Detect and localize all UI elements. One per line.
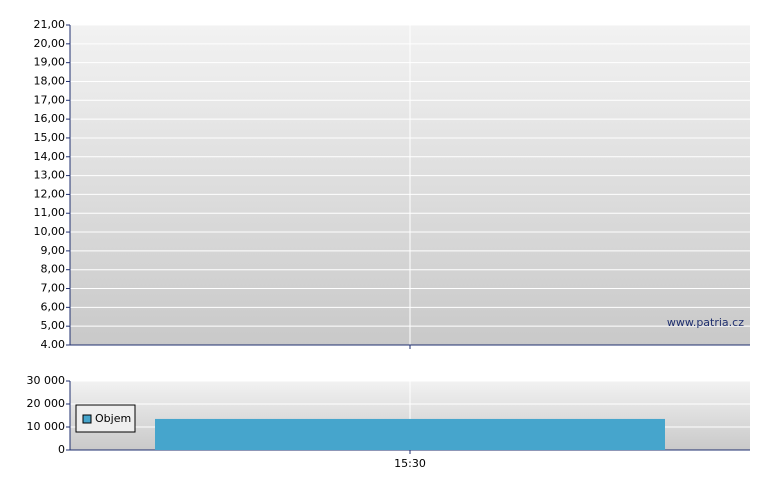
y-tick-label: 4.00 (41, 338, 66, 351)
y-tick-label: 10,00 (34, 225, 66, 238)
y-tick-label: 11,00 (34, 206, 66, 219)
y-tick-label: 5,00 (41, 319, 66, 332)
y-tick-label: 18,00 (34, 74, 66, 87)
y-tick-label: 0 (58, 443, 65, 456)
y-tick-label: 9,00 (41, 244, 66, 257)
y-tick-label: 7,00 (41, 282, 66, 295)
y-tick-label: 19,00 (34, 56, 66, 69)
y-tick-label: 12,00 (34, 187, 66, 200)
bar (155, 418, 665, 450)
y-tick-label: 20,00 (34, 37, 66, 50)
y-tick-label: 16,00 (34, 112, 66, 125)
y-tick-label: 6,00 (41, 300, 66, 313)
x-tick-label: 15:30 (394, 457, 426, 470)
y-tick-label: 21,00 (34, 18, 66, 31)
y-tick-label: 10 000 (27, 420, 66, 433)
y-tick-label: 20 000 (27, 397, 66, 410)
y-tick-label: 13,00 (34, 169, 66, 182)
y-tick-label: 8,00 (41, 263, 66, 276)
y-tick-label: 14,00 (34, 150, 66, 163)
y-tick-label: 30 000 (27, 374, 66, 387)
legend-label: Objem (95, 412, 131, 425)
watermark: www.patria.cz (667, 316, 744, 329)
y-tick-label: 15,00 (34, 131, 66, 144)
y-tick-label: 17,00 (34, 93, 66, 106)
legend-swatch (82, 414, 92, 424)
